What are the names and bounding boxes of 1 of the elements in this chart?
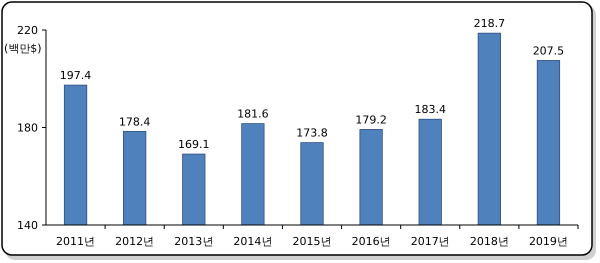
ylabel: (백만$) (4, 42, 42, 55)
